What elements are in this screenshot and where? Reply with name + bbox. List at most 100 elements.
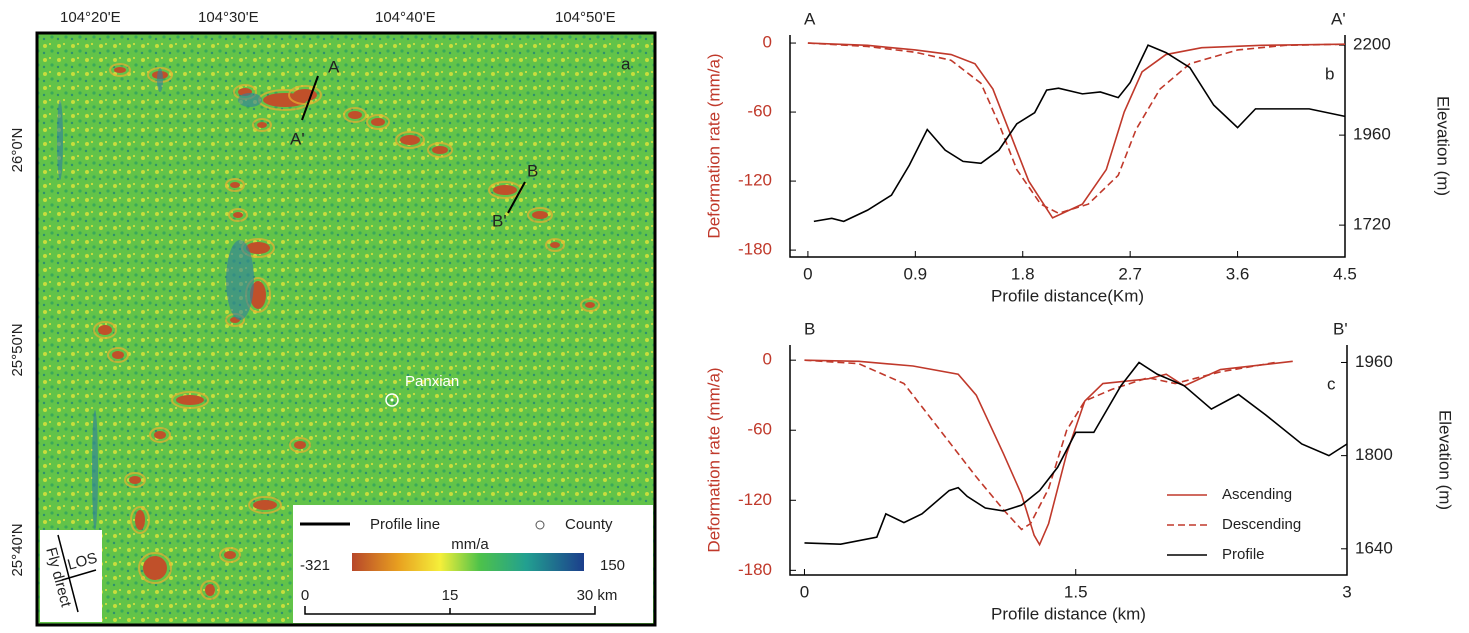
deformation-halo xyxy=(200,580,220,600)
profile-line xyxy=(507,181,526,214)
x-tick-label: 1.8 xyxy=(1011,264,1035,283)
legend-county xyxy=(535,520,545,530)
y2-axis-label: Elevation (m) xyxy=(1436,410,1455,510)
blue-patch xyxy=(226,240,254,320)
x-tick-label: 2.7 xyxy=(1118,264,1142,283)
deformation-halo xyxy=(545,238,565,252)
colorbar-unit: mm/a xyxy=(451,536,489,553)
deformation-patch xyxy=(585,302,595,308)
blue-patch xyxy=(238,93,262,107)
deformation-halo xyxy=(343,107,367,123)
axes xyxy=(789,35,1346,258)
profile-label: A xyxy=(328,57,340,76)
y2-axis-label: Elevation (m) xyxy=(1434,96,1453,196)
deformation-patch xyxy=(143,556,167,580)
x-tick-label: 4.5 xyxy=(1333,264,1357,283)
y2-tick-label: 1720 xyxy=(1353,215,1391,234)
deformation-halo xyxy=(124,472,146,488)
y2-tick-label: 1800 xyxy=(1355,445,1393,464)
deformation-halo xyxy=(228,208,248,222)
profile-label: B xyxy=(527,161,538,180)
deformation-patch xyxy=(176,395,204,405)
deformation-halo xyxy=(171,391,209,409)
profile-start: A xyxy=(804,9,816,28)
panel-label: c xyxy=(1327,374,1336,393)
deformation-halo xyxy=(138,552,172,584)
y2-tick-label: 1640 xyxy=(1355,538,1393,557)
x-tick-label: 0 xyxy=(803,264,812,283)
x-tick-label: 3.6 xyxy=(1226,264,1250,283)
scale-bar xyxy=(304,606,596,615)
scale-label: 30 km xyxy=(577,587,618,604)
lon-tick: 104°20'E xyxy=(60,9,121,26)
deformation-patch xyxy=(224,551,236,559)
deformation-halo xyxy=(427,142,453,158)
deformation-halo xyxy=(395,131,425,149)
deformation-halo xyxy=(366,114,390,130)
series-line xyxy=(804,359,1275,531)
deformation-halo xyxy=(252,118,272,132)
x-tick-label: 3 xyxy=(1342,582,1351,601)
map: A A' B B' a Panxian 104°20'E 104°30'E 10… xyxy=(9,9,657,627)
series-line xyxy=(813,44,1346,223)
panel-label: a xyxy=(621,54,631,73)
deformation-halo xyxy=(527,207,553,223)
axes xyxy=(789,345,1348,576)
deformation-patch xyxy=(154,431,166,439)
colorbar-min: -321 xyxy=(300,557,330,574)
lat-tick: 25°50'N xyxy=(9,323,26,376)
y-tick-label: -60 xyxy=(747,102,772,121)
series-line xyxy=(807,42,1346,215)
profile-line xyxy=(301,75,319,121)
profile-label: B' xyxy=(492,211,507,230)
deformation-halo xyxy=(225,178,245,192)
legend-label: Profile xyxy=(1222,546,1265,563)
y-tick-label: 0 xyxy=(763,350,772,369)
legend-label: Descending xyxy=(1222,516,1301,533)
y-axis-label: Deformation rate (mm/a) xyxy=(704,53,723,238)
lon-tick: 104°50'E xyxy=(555,9,616,26)
y-tick-label: 0 xyxy=(763,33,772,52)
lon-tick: 104°30'E xyxy=(198,9,259,26)
legend-text: Profile line xyxy=(370,516,440,533)
colorbar xyxy=(352,553,584,571)
y2-tick-label: 2200 xyxy=(1353,35,1391,54)
deformation-patch xyxy=(294,441,306,449)
deformation-patches xyxy=(57,63,600,600)
blue-patch xyxy=(92,410,98,530)
deformation-patch xyxy=(371,118,385,126)
y-tick-label: -120 xyxy=(738,171,772,190)
deformation-halo xyxy=(580,298,600,312)
deformation-halo xyxy=(93,321,117,339)
deformation-halo xyxy=(130,506,150,534)
deformation-patch xyxy=(112,351,124,359)
legend-text: County xyxy=(565,516,613,533)
blue-patch xyxy=(57,100,63,180)
series-line xyxy=(807,42,1346,219)
profile-start: B xyxy=(804,319,815,338)
deformation-patch xyxy=(98,325,112,335)
los-arrows xyxy=(57,534,97,613)
scale-label: 0 xyxy=(301,587,309,604)
y-tick-label: -180 xyxy=(738,240,772,259)
deformation-patch xyxy=(205,584,215,596)
profile-label: A' xyxy=(290,129,305,148)
deformation-patch xyxy=(432,146,448,154)
series-line xyxy=(804,359,1293,547)
deformation-halo xyxy=(107,347,129,363)
x-axis-label: Profile distance (km) xyxy=(991,604,1146,623)
deformation-patch xyxy=(114,67,126,73)
deformation-halo xyxy=(288,85,322,105)
y-tick-label: -60 xyxy=(747,420,772,439)
series-line xyxy=(804,361,1348,545)
deformation-patch xyxy=(250,281,266,309)
deformation-halo xyxy=(149,427,171,443)
county-marker xyxy=(385,393,399,407)
x-tick-label: 0.9 xyxy=(904,264,928,283)
deformation-patch xyxy=(257,122,267,128)
legend-label: Ascending xyxy=(1222,486,1292,503)
deformation-patch xyxy=(400,135,420,145)
deformation-patch xyxy=(129,476,141,484)
deformation-halo xyxy=(289,437,311,453)
